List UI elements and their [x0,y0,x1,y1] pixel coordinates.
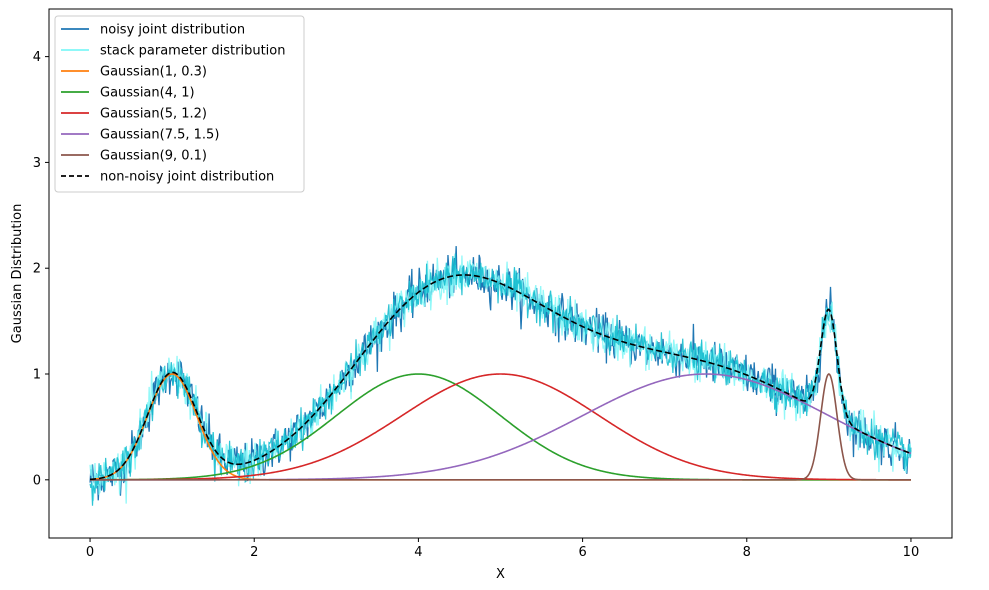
x-tick-label: 0 [86,545,94,560]
series-gaussian-3-line [90,373,911,481]
series-gaussian-5-line [90,373,911,481]
plot-area [89,246,912,506]
y-tick-label: 0 [33,473,41,488]
series-noisy-overlay-line [89,253,912,506]
series-noisy-joint-line [89,246,912,501]
legend-label: Gaussian(7.5, 1.5) [100,128,219,143]
legend-box [54,15,305,193]
x-tick-label: 6 [578,545,586,560]
legend-label: noisy joint distribution [100,23,245,38]
legend-label: stack parameter distribution [100,44,286,59]
axes-frame [48,8,953,539]
x-tick-label: 10 [903,545,920,560]
x-tick-label: 2 [250,545,258,560]
x-axis-label: X [496,567,505,582]
axes: 0 2 4 6 8 10 0 1 2 3 4 [33,8,953,560]
legend: noisy joint distribution stack parameter … [54,15,305,193]
series-non-noisy-joint-line [90,274,912,481]
x-tick-label: 4 [414,545,422,560]
legend-label: Gaussian(5, 1.2) [100,107,207,122]
legend-label: Gaussian(4, 1) [100,86,195,101]
x-tick-label: 8 [743,545,751,560]
legend-label: Gaussian(9, 0.1) [100,149,207,164]
legend-label: non-noisy joint distribution [100,170,274,185]
y-tick-label: 2 [33,262,41,277]
y-axis-label: Gaussian Distribution [10,204,25,344]
legend-label: Gaussian(1, 0.3) [100,65,207,80]
y-tick-label: 4 [33,50,41,65]
y-tick-label: 1 [33,368,41,383]
y-tick-label: 3 [33,156,41,171]
